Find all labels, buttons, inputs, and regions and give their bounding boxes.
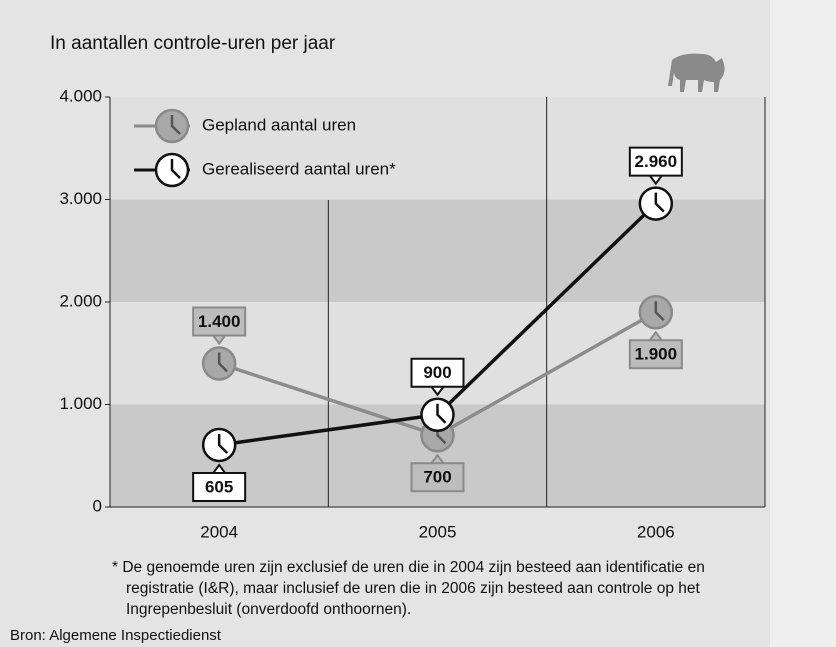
value-label: 900 [423, 363, 451, 382]
value-label: 700 [423, 468, 451, 487]
value-label: 2.960 [635, 152, 678, 171]
y-tick-label: 2.000 [59, 291, 102, 310]
value-label: 1.900 [635, 345, 678, 364]
label-box [192, 463, 247, 502]
footnote: * De genoemde uren zijn exclusief de ure… [112, 559, 705, 576]
y-tick-label: 3.000 [59, 189, 102, 208]
clock-hands [217, 433, 229, 454]
x-tick-label: 2006 [637, 522, 675, 541]
clock-hands [170, 159, 181, 179]
marker [201, 427, 237, 463]
clock-hands [436, 403, 447, 424]
footnote: Ingrepenbesluit (onverdoofd onthoornen). [126, 601, 411, 618]
side-strip [770, 0, 836, 647]
marker [154, 108, 190, 144]
value-label: 605 [205, 477, 233, 496]
x-tick-label: 2004 [200, 522, 238, 541]
y-tick-label: 4.000 [59, 86, 102, 105]
marker [201, 346, 237, 381]
label-box [192, 306, 247, 346]
legend-label: Gerealiseerd aantal uren* [202, 159, 396, 178]
chart-title: In aantallen controle-uren per jaar [50, 33, 336, 54]
clock-hands [654, 192, 665, 213]
clock-hands [170, 115, 181, 135]
label-box [410, 357, 465, 397]
legend-label: Gepland aantal uren [202, 115, 356, 134]
marker [638, 186, 674, 221]
marker [154, 152, 190, 188]
y-tick-label: 1.000 [59, 394, 102, 413]
y-tick-label: 0 [93, 496, 102, 515]
source: Bron: Algemene Inspectiedienst [10, 627, 222, 644]
clock-hands [654, 301, 665, 322]
marker [420, 397, 455, 432]
cow-icon [668, 53, 725, 92]
label-box [628, 330, 683, 370]
label-box [410, 453, 465, 493]
label-box [628, 146, 683, 186]
value-label: 1.400 [198, 312, 241, 331]
x-tick-label: 2005 [419, 522, 457, 541]
footnote: registratie (I&R), maar inclusief de ure… [126, 580, 701, 597]
marker [638, 295, 674, 330]
clock-hands [217, 352, 229, 373]
